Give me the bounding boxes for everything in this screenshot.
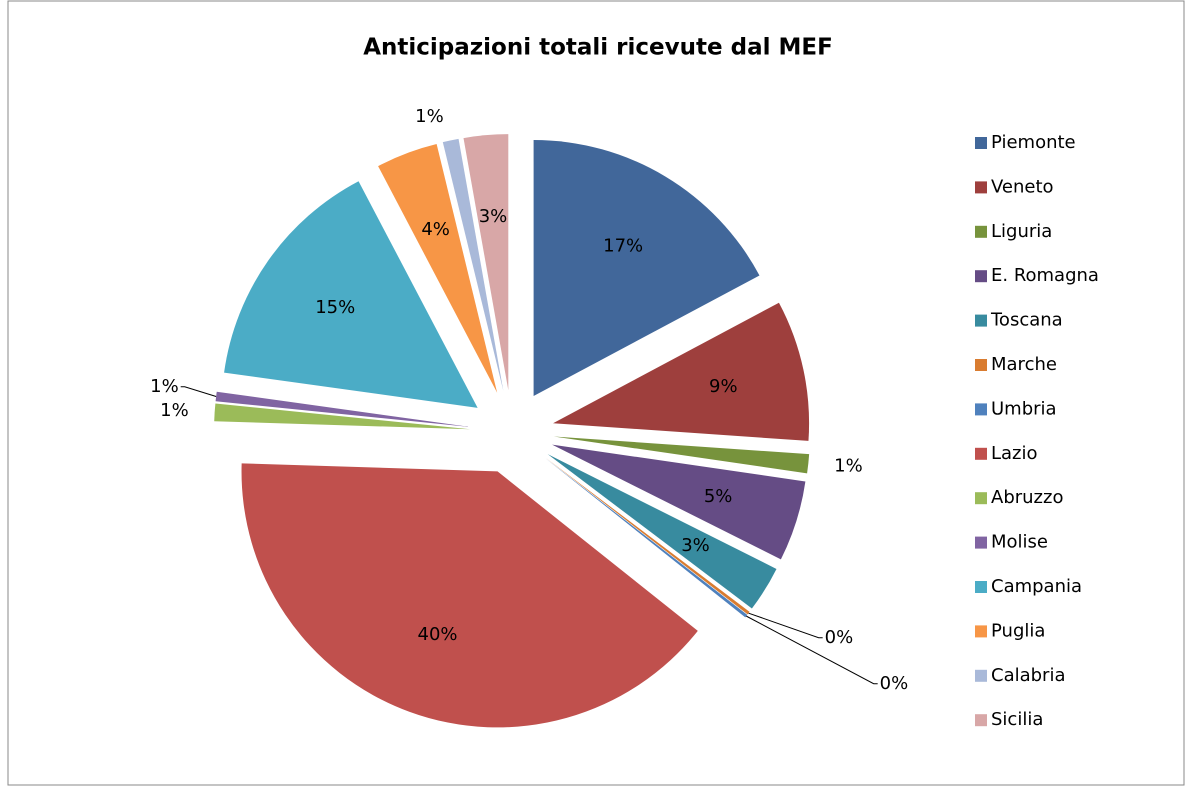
legend-swatch bbox=[975, 625, 987, 638]
pie-slice bbox=[553, 302, 810, 441]
data-label: 1% bbox=[150, 376, 179, 397]
legend-swatch bbox=[975, 581, 987, 593]
data-label: 15% bbox=[315, 297, 355, 318]
pie-slice bbox=[214, 403, 471, 430]
pie-slice bbox=[241, 463, 698, 728]
pie-slice bbox=[463, 134, 509, 391]
chart-title: Anticipazioni totali ricevute dal MEF bbox=[363, 35, 833, 61]
pie-slice bbox=[545, 457, 750, 615]
legend-label: Sicilia bbox=[991, 709, 1043, 730]
legend-label: Marche bbox=[991, 354, 1057, 375]
legend-label: Puglia bbox=[991, 620, 1045, 641]
legend-label: Toscana bbox=[990, 310, 1063, 331]
legend-label: Liguria bbox=[991, 221, 1052, 242]
pie-slice bbox=[553, 436, 810, 474]
leader-line bbox=[748, 612, 823, 639]
legend-label: E. Romagna bbox=[991, 265, 1099, 286]
data-label: 5% bbox=[704, 486, 733, 507]
pie-slice bbox=[378, 143, 498, 393]
legend-label: Piemonte bbox=[991, 132, 1076, 153]
legend-swatch bbox=[975, 536, 987, 549]
legend-swatch bbox=[975, 714, 987, 727]
data-label: 1% bbox=[834, 455, 863, 476]
pie-slice bbox=[552, 444, 806, 560]
legend-swatch bbox=[975, 447, 987, 460]
legend-swatch bbox=[975, 270, 987, 283]
data-label: 3% bbox=[681, 535, 710, 556]
data-label: 1% bbox=[160, 400, 189, 421]
legend-label: Abruzzo bbox=[991, 487, 1063, 508]
data-label: 40% bbox=[418, 624, 458, 645]
legend-label: Lazio bbox=[991, 443, 1038, 464]
data-label: 17% bbox=[603, 236, 643, 257]
legend-swatch bbox=[975, 314, 987, 327]
pie-slice bbox=[545, 457, 748, 618]
legend-swatch bbox=[975, 492, 987, 505]
legend-swatch bbox=[975, 669, 987, 682]
legend-label: Umbria bbox=[991, 398, 1057, 419]
leader-line bbox=[746, 615, 878, 685]
legend-swatch bbox=[975, 137, 987, 149]
pie-slice bbox=[547, 454, 777, 609]
pie-slice bbox=[533, 139, 760, 396]
pie-slice bbox=[215, 391, 471, 427]
pie-slice bbox=[224, 181, 478, 408]
data-label: 0% bbox=[825, 627, 854, 648]
data-label: 3% bbox=[479, 206, 508, 227]
leader-line bbox=[180, 386, 217, 397]
data-label: 0% bbox=[880, 673, 909, 694]
data-label: 4% bbox=[421, 219, 450, 240]
legend-swatch bbox=[975, 225, 987, 238]
legend-swatch bbox=[975, 181, 987, 194]
legend-label: Veneto bbox=[991, 176, 1054, 197]
data-label: 1% bbox=[415, 106, 444, 127]
legend-label: Campania bbox=[991, 576, 1082, 597]
pie-slice bbox=[442, 138, 504, 391]
legend-swatch bbox=[975, 403, 987, 416]
legend-swatch bbox=[975, 359, 987, 371]
data-label: 9% bbox=[709, 376, 738, 397]
legend-label: Calabria bbox=[991, 665, 1066, 686]
legend-label: Molise bbox=[991, 532, 1048, 553]
